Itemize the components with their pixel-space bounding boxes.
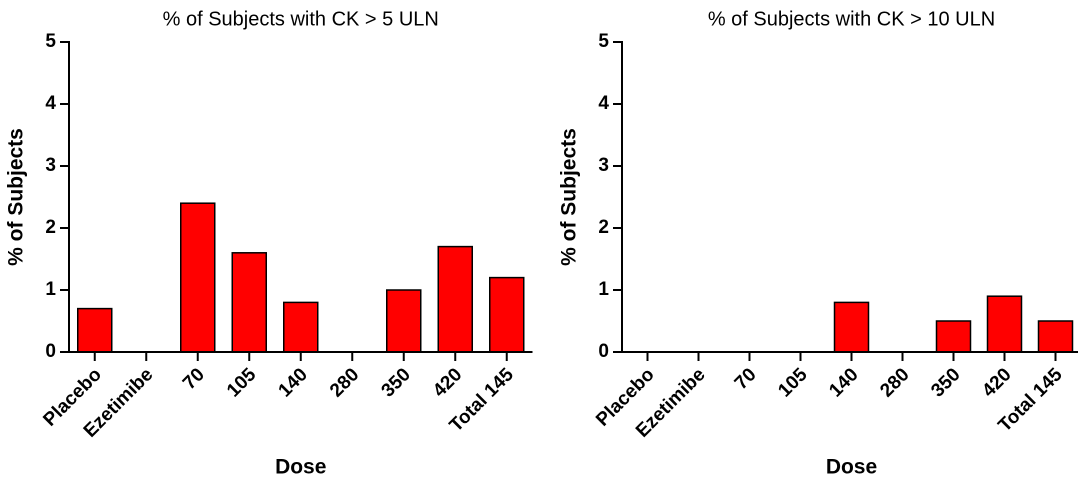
x-axis-label: Dose — [275, 456, 326, 479]
y-tick-label: 1 — [45, 279, 56, 300]
x-tick-label: 140 — [275, 364, 312, 401]
bar — [489, 276, 525, 353]
bar — [180, 202, 216, 353]
x-tick-label: 105 — [223, 364, 261, 402]
y-tick-label: 0 — [598, 341, 609, 362]
x-tick-label: 70 — [731, 364, 761, 394]
x-tick-label: 420 — [429, 364, 466, 401]
bar — [283, 301, 319, 353]
y-axis-label: % of Subjects — [558, 128, 581, 266]
y-tick-label: 4 — [598, 93, 609, 114]
x-tick-label: 280 — [876, 364, 913, 401]
bar — [986, 295, 1023, 353]
x-tick-label: 420 — [978, 364, 1015, 401]
y-tick-label: 2 — [598, 217, 609, 238]
bar — [77, 307, 113, 353]
y-tick-label: 1 — [598, 279, 609, 300]
bar — [386, 289, 422, 353]
x-axis-label: Dose — [826, 456, 877, 479]
x-tick-label: 350 — [378, 364, 415, 401]
bar — [935, 320, 972, 353]
x-tick-label: 350 — [927, 364, 964, 401]
bar — [231, 252, 267, 353]
bar — [1037, 320, 1074, 353]
chart-title: % of Subjects with CK > 5 ULN — [163, 8, 439, 30]
bar — [437, 245, 473, 353]
y-tick-label: 2 — [45, 217, 56, 238]
y-tick-label: 3 — [598, 155, 609, 176]
chart-title: % of Subjects with CK > 10 ULN — [708, 8, 995, 30]
bar — [833, 301, 870, 353]
y-tick-label: 5 — [45, 31, 56, 52]
x-tick-label: 280 — [326, 364, 363, 401]
x-tick-label: 105 — [774, 364, 812, 402]
y-tick-label: 0 — [45, 341, 56, 362]
y-axis-label: % of Subjects — [5, 128, 28, 266]
x-tick-label: 70 — [179, 364, 209, 394]
x-tick-label: 140 — [825, 364, 862, 401]
y-tick-label: 5 — [598, 31, 609, 52]
y-tick-label: 3 — [45, 155, 56, 176]
y-tick-label: 4 — [45, 93, 56, 114]
